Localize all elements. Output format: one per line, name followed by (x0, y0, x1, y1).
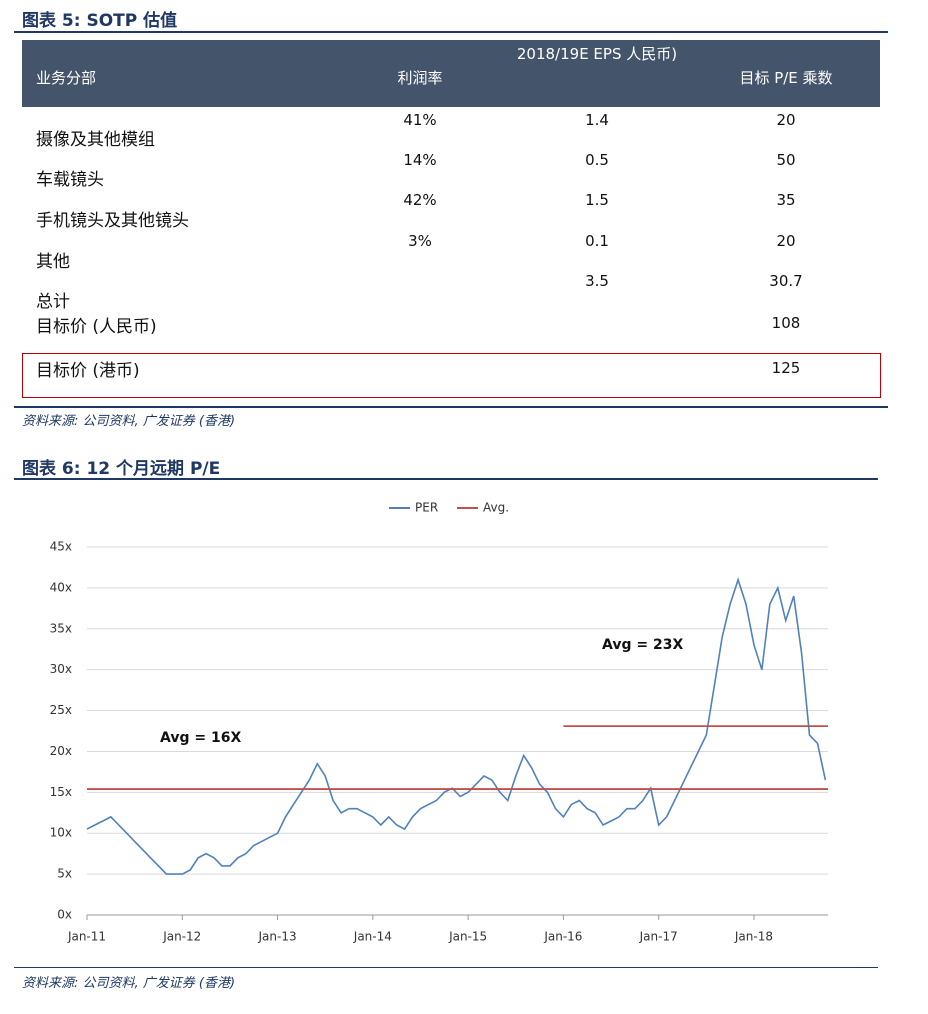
figure-title: 图表 6: 12 个月远期 P/E (22, 459, 221, 479)
y-tick-label: 0x (57, 908, 72, 922)
cell: 41% (403, 111, 437, 129)
header-cell: 利润率 (397, 69, 443, 87)
cell: 3% (408, 232, 432, 250)
cell: 0.5 (585, 151, 609, 169)
row-label: 摄像及其他模组 (36, 130, 155, 150)
cell: 35 (776, 191, 796, 209)
header-cell: 业务分部 (36, 69, 97, 87)
y-tick-label: 10x (50, 826, 72, 840)
cell: 3.5 (585, 272, 609, 290)
y-tick-label: 45x (50, 540, 72, 554)
row-label: 目标价 (港币) (36, 361, 140, 381)
cell: 108 (771, 314, 801, 332)
row-label: 车载镜头 (36, 170, 104, 190)
cell: 1.5 (585, 191, 609, 209)
cell: 20 (776, 232, 796, 250)
y-tick-label: 30x (50, 662, 72, 676)
cell: 20 (776, 111, 796, 129)
chart: 0x 5x 10x 15x 20x 25x 30x 35x 40x 45x Jan-11 Jan-12… (50, 501, 828, 944)
x-tick-label: Jan-16 (543, 930, 582, 944)
annotation: Avg = 16X (160, 730, 241, 746)
source: 资料来源: 公司资料, 广发证券 (香港) (22, 976, 236, 991)
y-tick-label: 25x (50, 703, 72, 717)
cell: 30.7 (769, 272, 803, 290)
header-cell: 2018/19E EPS 人民币) (516, 45, 678, 63)
y-tick-label: 40x (50, 580, 72, 594)
legend-label: Avg. (483, 501, 509, 515)
row-label: 总计 (36, 292, 70, 312)
highlight-box (22, 353, 881, 398)
rule (14, 406, 888, 408)
cell: 42% (403, 191, 437, 209)
annotation: Avg = 23X (602, 637, 683, 653)
header-cell: 目标 P/E 乘数 (739, 69, 833, 87)
cell: 14% (403, 151, 437, 169)
x-tick-label: Jan-18 (734, 930, 773, 944)
y-tick-label: 20x (50, 744, 72, 758)
rule (14, 478, 878, 480)
rule (14, 967, 878, 968)
source: 资料来源: 公司资料, 广发证券 (香港) (22, 414, 236, 429)
row-label: 目标价 (人民币) (36, 317, 157, 337)
cell: 1.4 (585, 111, 609, 129)
x-tick-label: Jan-13 (258, 930, 297, 944)
figure-title: 图表 5: SOTP 估值 (22, 11, 178, 31)
table-header (22, 40, 880, 107)
cell: 125 (771, 359, 801, 377)
row-label: 手机镜头及其他镜头 (36, 211, 189, 231)
x-tick-label: Jan-14 (353, 930, 392, 944)
x-tick-label: Jan-15 (448, 930, 487, 944)
y-tick-label: 35x (50, 621, 72, 635)
cell: 0.1 (585, 232, 609, 250)
rule (14, 31, 888, 33)
row-label: 其他 (36, 252, 70, 272)
cell: 50 (776, 151, 796, 169)
y-tick-label: 5x (57, 867, 72, 881)
legend-label: PER (415, 501, 438, 515)
line (86, 577, 827, 875)
x-tick-label: Jan-17 (639, 930, 678, 944)
x-tick-label: Jan-12 (162, 930, 201, 944)
y-tick-label: 15x (50, 785, 72, 799)
x-tick-label: Jan-11 (67, 930, 106, 944)
